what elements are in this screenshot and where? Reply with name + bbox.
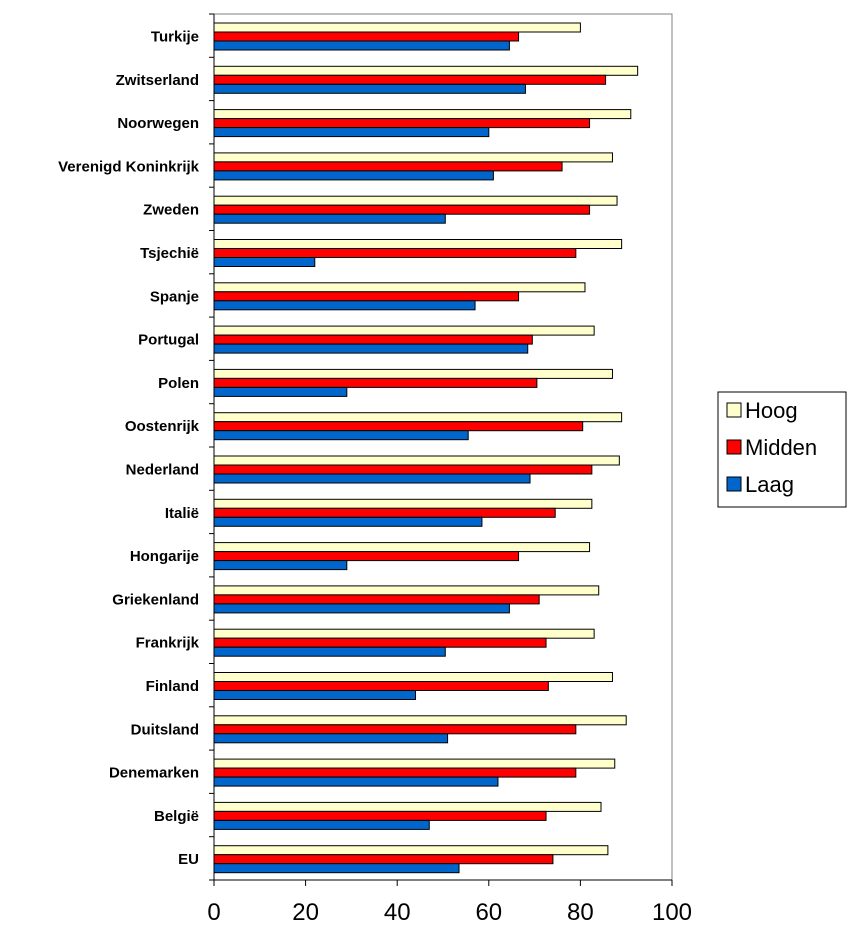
bar-midden bbox=[213, 334, 533, 345]
bar-hoog bbox=[213, 109, 632, 120]
category-label: Spanje bbox=[150, 288, 199, 305]
x-tick-label: 80 bbox=[567, 899, 594, 926]
bar-laag bbox=[213, 473, 531, 484]
bar-laag bbox=[213, 430, 469, 441]
x-tick-label: 40 bbox=[384, 899, 411, 926]
bar-hoog bbox=[213, 412, 623, 423]
bar-midden bbox=[213, 464, 593, 475]
bar-midden bbox=[213, 507, 556, 518]
bar-hoog bbox=[213, 715, 627, 726]
legend-swatch-midden bbox=[726, 439, 742, 455]
bar-hoog bbox=[213, 152, 613, 163]
category-label: Zwitserland bbox=[116, 72, 199, 89]
x-ticks: 0 20 40 60 80 100 bbox=[207, 880, 692, 926]
x-tick-label: 100 bbox=[652, 899, 692, 926]
category-label: Noorwegen bbox=[117, 115, 199, 132]
bar-hoog bbox=[213, 585, 600, 596]
bar-laag bbox=[213, 733, 449, 744]
bar-midden bbox=[213, 74, 607, 85]
x-tick-label: 20 bbox=[292, 899, 319, 926]
bar-laag bbox=[213, 300, 476, 311]
bar-hoog bbox=[213, 801, 602, 812]
bar-midden bbox=[213, 204, 591, 215]
category-label: Polen bbox=[158, 375, 199, 392]
bar-hoog bbox=[213, 282, 586, 293]
bar-midden bbox=[213, 551, 520, 562]
legend-swatch-hoog bbox=[726, 402, 742, 418]
bar-midden bbox=[213, 767, 577, 778]
bar-hoog bbox=[213, 368, 613, 379]
bar-hoog bbox=[213, 65, 639, 76]
bar-hoog bbox=[213, 672, 613, 682]
bar-laag bbox=[213, 776, 499, 787]
bar-midden bbox=[213, 594, 540, 605]
bar-laag bbox=[213, 863, 460, 874]
category-label: Turkije bbox=[151, 29, 199, 46]
bar-hoog bbox=[213, 325, 595, 336]
category-label: Finland bbox=[146, 678, 199, 695]
bar-laag bbox=[213, 560, 348, 571]
bar-laag bbox=[213, 603, 510, 614]
bar-laag bbox=[213, 257, 316, 267]
bar-laag bbox=[213, 516, 483, 527]
category-label: Nederland bbox=[126, 462, 199, 479]
bar-hoog bbox=[213, 845, 609, 856]
category-label: Frankrijk bbox=[136, 635, 200, 652]
bar-midden bbox=[213, 421, 584, 432]
bar-hoog bbox=[213, 628, 595, 639]
bar-hoog bbox=[213, 758, 616, 769]
bar-midden bbox=[213, 291, 520, 302]
legend: Hoog Midden Laag bbox=[717, 391, 847, 508]
category-label: Denemarken bbox=[109, 765, 199, 782]
x-tick-label: 60 bbox=[475, 899, 502, 926]
bar-midden bbox=[213, 31, 520, 42]
bar-midden bbox=[213, 161, 563, 172]
legend-swatch-laag bbox=[726, 476, 742, 492]
category-label: België bbox=[154, 808, 199, 825]
category-label: Hongarije bbox=[130, 548, 199, 565]
bar-hoog bbox=[213, 22, 581, 33]
bar-midden bbox=[213, 248, 577, 258]
bar-laag bbox=[213, 170, 494, 181]
bar-laag bbox=[213, 83, 526, 94]
bar-hoog bbox=[213, 239, 623, 249]
bar-midden bbox=[213, 118, 591, 129]
bar-hoog bbox=[213, 542, 591, 553]
category-label: Portugal bbox=[138, 332, 199, 349]
bar-hoog bbox=[213, 498, 593, 509]
legend-label-hoog: Hoog bbox=[745, 398, 798, 423]
category-labels: Turkije Zwitserland Noorwegen Verenigd Koni… bbox=[58, 13, 214, 881]
bar-hoog bbox=[213, 195, 618, 206]
bar-laag bbox=[213, 690, 417, 700]
bar-midden bbox=[213, 854, 554, 865]
bar-laag bbox=[213, 213, 446, 224]
bar-midden bbox=[213, 377, 538, 388]
category-label: Zweden bbox=[143, 202, 199, 219]
bar-laag bbox=[213, 386, 348, 397]
bar-midden bbox=[213, 681, 549, 691]
category-label: Verenigd Koninkrijk bbox=[58, 158, 200, 175]
bar-midden bbox=[213, 810, 547, 821]
category-label: Tsjechië bbox=[140, 245, 199, 262]
x-tick-label: 0 bbox=[207, 899, 220, 926]
bar-hoog bbox=[213, 455, 620, 466]
bars-group bbox=[213, 22, 639, 874]
bar-laag bbox=[213, 646, 446, 657]
category-label: Griekenland bbox=[112, 591, 199, 608]
bar-laag bbox=[213, 127, 490, 138]
legend-label-midden: Midden bbox=[745, 435, 817, 460]
bar-midden bbox=[213, 637, 547, 648]
category-label: Oostenrijk bbox=[125, 418, 200, 435]
plot-area bbox=[213, 13, 673, 881]
category-label: Italië bbox=[165, 505, 199, 522]
bar-laag bbox=[213, 343, 529, 354]
legend-label-laag: Laag bbox=[745, 472, 794, 497]
bar-laag bbox=[213, 819, 430, 830]
bar-laag bbox=[213, 40, 510, 51]
category-label: Duitsland bbox=[131, 721, 199, 738]
category-label: EU bbox=[178, 851, 199, 868]
bar-midden bbox=[213, 724, 577, 735]
